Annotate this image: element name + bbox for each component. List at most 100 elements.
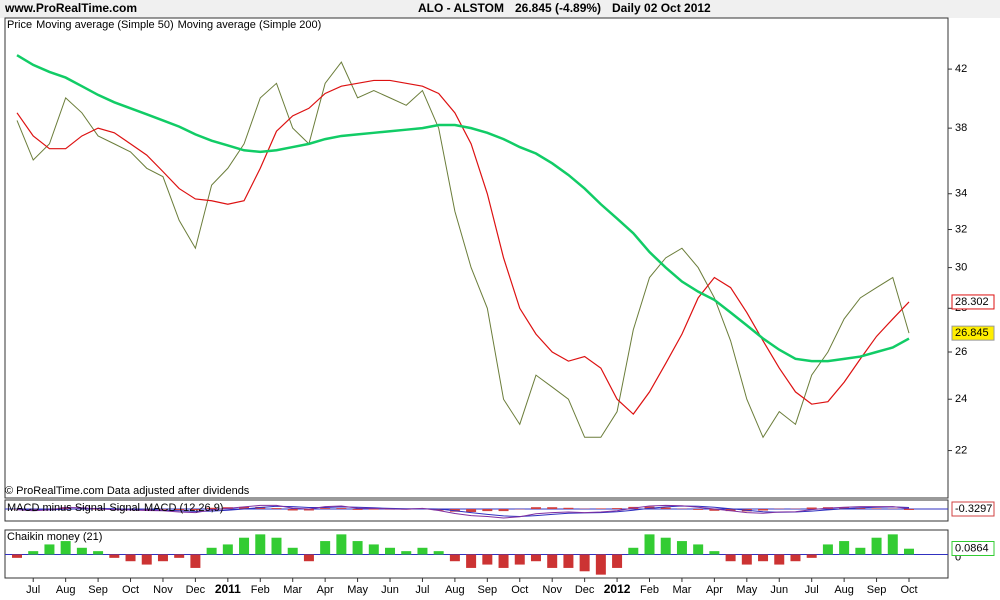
x-tick-label: Aug <box>445 584 465 596</box>
value-label: 28.302 <box>955 296 989 308</box>
histogram-bar <box>271 537 282 555</box>
histogram-bar <box>741 554 752 565</box>
histogram-bar <box>157 509 168 510</box>
histogram-bar <box>904 509 914 510</box>
histogram-bar <box>482 554 493 565</box>
histogram-bar <box>855 507 866 509</box>
histogram-bar <box>709 551 720 555</box>
histogram-bar <box>417 547 428 555</box>
histogram-bar <box>660 537 671 555</box>
price-frame <box>4 17 949 499</box>
histogram-bar <box>709 509 720 511</box>
value-label: 0.0864 <box>955 542 989 554</box>
histogram-bar <box>498 509 509 512</box>
histogram-bar <box>320 541 331 555</box>
histogram-bar <box>303 509 314 511</box>
x-tick-label: Mar <box>672 584 691 596</box>
value-box <box>951 541 995 556</box>
y-tick-label: 38 <box>955 122 967 134</box>
histogram-bar <box>725 509 736 512</box>
y-tick-label: 0 <box>955 551 961 563</box>
histogram-bar <box>44 544 55 555</box>
series-line <box>16 505 910 518</box>
x-tick-label: Jul <box>415 584 429 596</box>
header-bar <box>0 0 1000 18</box>
histogram-bar <box>498 554 509 568</box>
histogram-bar <box>595 554 606 575</box>
value-box <box>951 501 995 517</box>
histogram-bar <box>612 554 623 568</box>
x-tick-label: 2012 <box>604 582 631 596</box>
x-tick-label: Jul <box>805 584 819 596</box>
histogram-bar <box>466 554 477 568</box>
x-tick-label: Mar <box>283 584 302 596</box>
value-box <box>951 294 995 310</box>
histogram-bar <box>125 554 136 562</box>
histogram-bar <box>887 534 898 555</box>
x-tick-label: May <box>347 584 368 596</box>
histogram-bar <box>93 551 104 555</box>
chart-title: ALO - ALSTOM <box>418 1 504 15</box>
y-tick-label: 24 <box>955 393 967 405</box>
histogram-bar <box>579 554 590 572</box>
x-tick-label: Feb <box>640 584 659 596</box>
histogram-bar <box>855 547 866 555</box>
histogram-bar <box>320 508 331 509</box>
chart-subtitle: 26.845 (-4.89%) <box>515 1 601 15</box>
legend-entry: MACD (12,26,9) <box>144 502 223 514</box>
x-tick-label: Apr <box>706 584 723 596</box>
x-tick-label: 2011 <box>215 582 241 596</box>
x-tick-label: Sep <box>88 584 108 596</box>
histogram-bar <box>60 507 71 509</box>
y-tick-label: 30 <box>955 261 967 273</box>
y-tick-label: 26 <box>955 346 967 358</box>
x-tick-label: Nov <box>153 584 173 596</box>
footer: © ProRealTime.com Data adjusted after di… <box>5 485 250 497</box>
x-tick-label: Aug <box>834 584 854 596</box>
histogram-bar <box>660 507 671 509</box>
series-line <box>16 79 910 416</box>
x-tick-label: Dec <box>186 584 206 596</box>
x-tick-label: Apr <box>317 584 334 596</box>
histogram-bar <box>255 534 266 555</box>
histogram-bar <box>871 537 882 555</box>
macd-frame <box>4 499 949 522</box>
histogram-bar <box>303 554 314 562</box>
x-tick-label: Jun <box>381 584 399 596</box>
histogram-bar <box>336 534 347 555</box>
histogram-bar <box>774 554 785 565</box>
histogram-bar <box>157 554 168 562</box>
x-tick-label: Aug <box>56 584 76 596</box>
x-tick-label: Oct <box>900 584 917 596</box>
histogram-bar <box>871 508 882 509</box>
histogram-bar <box>466 509 477 512</box>
histogram-bar <box>368 509 379 510</box>
histogram-bar <box>758 554 769 562</box>
legend-entry: MACD minus Signal <box>7 502 105 514</box>
x-tick-label: Jun <box>770 584 788 596</box>
y-tick-label: 32 <box>955 223 967 235</box>
histogram-bar <box>693 509 704 510</box>
histogram-bar <box>693 544 704 555</box>
histogram-bar <box>449 554 460 562</box>
histogram-bar <box>563 554 574 568</box>
histogram-bar <box>595 508 606 509</box>
legend-entry: Moving average (Simple 50) <box>36 19 174 31</box>
histogram-bar <box>60 541 71 555</box>
histogram-bar <box>401 551 412 555</box>
histogram-bar <box>806 507 817 509</box>
histogram-bar <box>806 554 817 558</box>
period: Daily 02 Oct 2012 <box>612 1 711 15</box>
y-tick-label: 34 <box>955 188 967 200</box>
histogram-bar <box>822 544 833 555</box>
x-tick-label: Feb <box>251 584 270 596</box>
series-line <box>16 504 910 519</box>
histogram-bar <box>174 509 185 511</box>
histogram-bar <box>530 507 541 509</box>
legend-entry: Chaikin money (21) <box>7 531 102 543</box>
x-tick-label: Dec <box>575 584 595 596</box>
histogram-bar <box>352 509 363 510</box>
histogram-bar <box>514 554 525 565</box>
histogram-bar <box>206 547 217 555</box>
